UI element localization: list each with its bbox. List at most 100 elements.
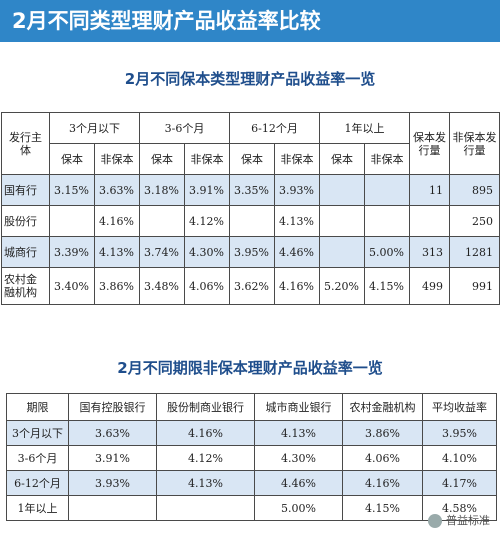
table-cell: 3.91%	[68, 445, 157, 471]
group-header: 3-6个月	[139, 112, 230, 144]
table-cell: 3.63%	[94, 174, 140, 206]
table-cell	[364, 174, 410, 206]
row-label: 3个月以下	[6, 420, 69, 446]
table-cell: 4.13%	[94, 236, 140, 268]
table-cell: 3.93%	[274, 174, 320, 206]
table-cell: 4.06%	[184, 267, 230, 305]
table-cell: 4.15%	[364, 267, 410, 305]
guarantee-type-yield-table: 发行主体 3个月以下 3-6个月 6-12个月 1年以上 保本发行量 非保本发行…	[1, 112, 500, 305]
column-header: 平均收益率	[422, 393, 497, 421]
table-cell: 4.17%	[422, 470, 497, 496]
sub-header-nonguar: 非保本	[94, 143, 140, 175]
table-cell: 5.00%	[364, 236, 410, 268]
table-cell: 991	[449, 267, 500, 305]
table-cell	[319, 236, 365, 268]
table-cell: 499	[409, 267, 450, 305]
row-label: 6-12个月	[6, 470, 69, 496]
table-cell: 3.91%	[184, 174, 230, 206]
table1-header-row-1: 发行主体 3个月以下 3-6个月 6-12个月 1年以上 保本发行量 非保本发行…	[1, 112, 500, 175]
table-row: 农村金融机构 3.40% 3.86% 3.48% 4.06% 3.62% 4.1…	[1, 267, 500, 305]
table-cell: 4.06%	[342, 445, 423, 471]
column-header: 国有控股银行	[68, 393, 157, 421]
group-header: 1年以上	[319, 112, 410, 144]
table-row: 3-6个月 3.91% 4.12% 4.30% 4.06% 4.10%	[6, 445, 497, 471]
table-cell: 3.86%	[342, 420, 423, 446]
table-cell	[139, 205, 185, 237]
table1-title: 2月不同保本类型理财产品收益率一览	[124, 70, 376, 88]
table-cell: 250	[449, 205, 500, 237]
table-cell: 3.63%	[68, 420, 157, 446]
row-label: 股份行	[1, 205, 50, 237]
table-cell: 4.12%	[184, 205, 230, 237]
table-cell: 4.10%	[422, 445, 497, 471]
table-cell: 313	[409, 236, 450, 268]
table-row: 国有行 3.15% 3.63% 3.18% 3.91% 3.35% 3.93% …	[1, 174, 500, 206]
table-cell: 4.16%	[342, 470, 423, 496]
table-cell: 11	[409, 174, 450, 206]
table-cell	[49, 205, 95, 237]
table-cell: 895	[449, 174, 500, 206]
page-banner: 2月不同类型理财产品收益率比较	[0, 0, 500, 42]
sub-header-guar: 保本	[319, 143, 365, 175]
column-header: 城市商业银行	[254, 393, 343, 421]
guar-count-header: 保本发行量	[409, 112, 450, 175]
table-cell: 5.20%	[319, 267, 365, 305]
table-cell: 3.35%	[229, 174, 275, 206]
term-yield-table: 期限 国有控股银行 股份制商业银行 城市商业银行 农村金融机构 平均收益率 3个…	[6, 393, 497, 521]
table-row: 3个月以下 3.63% 4.16% 4.13% 3.86% 3.95%	[6, 420, 497, 446]
table-cell: 3.62%	[229, 267, 275, 305]
table-cell: 4.13%	[156, 470, 255, 496]
table-cell: 3.95%	[229, 236, 275, 268]
table-cell	[68, 495, 157, 521]
table-cell: 4.15%	[342, 495, 423, 521]
watermark: 普益标准	[428, 512, 490, 528]
sub-header-nonguar: 非保本	[274, 143, 320, 175]
row-label: 城商行	[1, 236, 50, 268]
table-cell	[229, 205, 275, 237]
table-cell: 3.18%	[139, 174, 185, 206]
table-cell: 3.15%	[49, 174, 95, 206]
column-header: 农村金融机构	[342, 393, 423, 421]
table-cell: 3.95%	[422, 420, 497, 446]
table-cell: 3.39%	[49, 236, 95, 268]
row-label: 3-6个月	[6, 445, 69, 471]
table-cell	[319, 205, 365, 237]
wechat-icon	[428, 514, 442, 528]
sub-header-guar: 保本	[139, 143, 185, 175]
watermark-text: 普益标准	[446, 514, 490, 527]
table-cell: 3.48%	[139, 267, 185, 305]
sub-header-guar: 保本	[49, 143, 95, 175]
table-cell: 4.30%	[254, 445, 343, 471]
table-cell	[409, 205, 450, 237]
table-cell: 5.00%	[254, 495, 343, 521]
table-cell	[156, 495, 255, 521]
table-cell: 4.12%	[156, 445, 255, 471]
column-header: 股份制商业银行	[156, 393, 255, 421]
sub-header-guar: 保本	[229, 143, 275, 175]
table-cell: 4.13%	[274, 205, 320, 237]
table-cell: 4.16%	[94, 205, 140, 237]
table-cell: 3.40%	[49, 267, 95, 305]
table2-title: 2月不同期限非保本理财产品收益率一览	[117, 359, 383, 377]
table2-header-row: 期限 国有控股银行 股份制商业银行 城市商业银行 农村金融机构 平均收益率	[6, 393, 497, 421]
table-row: 6-12个月 3.93% 4.13% 4.46% 4.16% 4.17%	[6, 470, 497, 496]
table-cell: 4.30%	[184, 236, 230, 268]
row-label: 1年以上	[6, 495, 69, 521]
table-cell: 4.46%	[254, 470, 343, 496]
nonguar-count-header: 非保本发行量	[449, 112, 500, 175]
row-label: 农村金融机构	[1, 267, 50, 305]
sub-header-nonguar: 非保本	[184, 143, 230, 175]
table-cell: 4.16%	[274, 267, 320, 305]
group-header: 6-12个月	[229, 112, 320, 144]
table-cell: 1281	[449, 236, 500, 268]
table-row: 城商行 3.39% 4.13% 3.74% 4.30% 3.95% 4.46% …	[1, 236, 500, 268]
row-label: 国有行	[1, 174, 50, 206]
table-row: 1年以上 5.00% 4.15% 4.58%	[6, 495, 497, 521]
table-cell: 4.16%	[156, 420, 255, 446]
sub-header-nonguar: 非保本	[364, 143, 410, 175]
column-header: 期限	[6, 393, 69, 421]
table1-header-row-2: 保本 非保本 保本 非保本 保本 非保本 保本 非保本	[2, 143, 500, 175]
table-cell: 3.74%	[139, 236, 185, 268]
table-row: 股份行 4.16% 4.12% 4.13% 250	[1, 205, 500, 237]
table-cell: 4.13%	[254, 420, 343, 446]
